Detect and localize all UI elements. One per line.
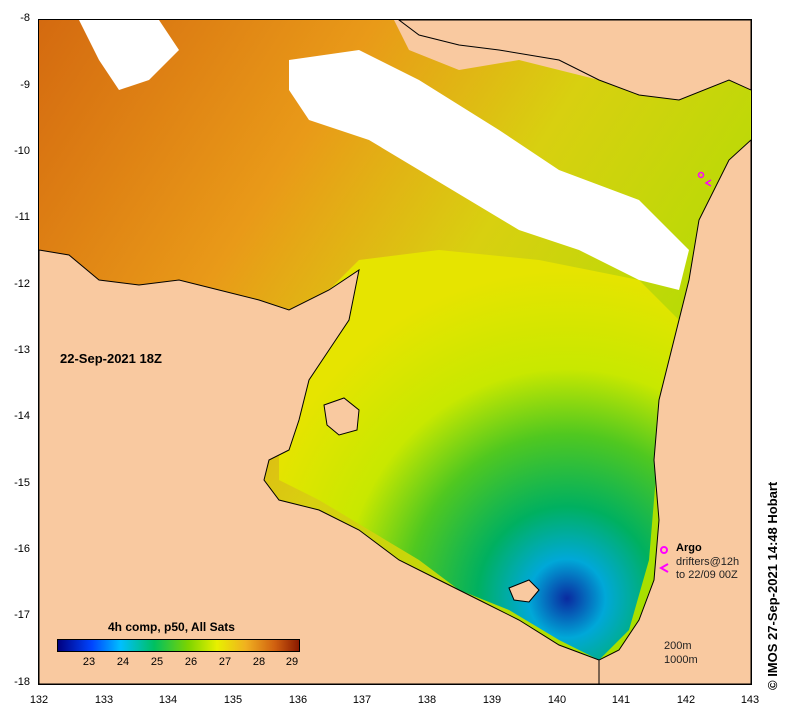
drifters-legend-label: drifters@12h: [676, 556, 740, 568]
lat-label-m13: -13: [14, 344, 30, 356]
colorbar-label-26: 26: [184, 656, 198, 668]
colorbar-label-25: 25: [150, 656, 164, 668]
lon-label-135: 135: [223, 694, 243, 706]
argo-legend-icon: [660, 546, 668, 554]
drifters-date-label: to 22/09 00Z: [676, 569, 738, 581]
colorbar-label-27: 27: [218, 656, 232, 668]
depth-1000-label: 1000m: [664, 654, 698, 666]
colorbar-label-24: 24: [116, 656, 130, 668]
drifter-marker: [704, 179, 712, 187]
lon-label-143: 143: [740, 694, 760, 706]
lon-label-133: 133: [94, 694, 114, 706]
lat-label-m12: -12: [14, 278, 30, 290]
land-north: [398, 20, 751, 101]
legend-symbols: [658, 546, 669, 573]
depth-200-label: 200m: [664, 640, 692, 652]
colorbar-label-28: 28: [252, 656, 266, 668]
argo-legend-label: Argo: [676, 542, 702, 554]
lat-label-m17: -17: [14, 609, 30, 621]
lon-label-138: 138: [417, 694, 437, 706]
lon-label-140: 140: [547, 694, 567, 706]
lat-label-m10: -10: [14, 145, 30, 157]
lat-label-m18: -18: [14, 676, 30, 688]
lat-label-m16: -16: [14, 543, 30, 555]
credit-label: © IMOS 27-Sep-2021 14:48 Hobart: [765, 481, 780, 690]
cloud-cover: [79, 20, 689, 290]
colorbar-label-23: 23: [82, 656, 96, 668]
colorbar-title: 4h comp, p50, All Sats: [108, 620, 235, 634]
lon-label-134: 134: [158, 694, 178, 706]
lat-label-m15: -15: [14, 477, 30, 489]
colorbar: [57, 639, 300, 652]
island-mornington: [508, 579, 540, 603]
sst-map[interactable]: [38, 19, 752, 685]
lon-label-137: 137: [352, 694, 372, 706]
island-groote: [323, 397, 360, 436]
lon-label-136: 136: [288, 694, 308, 706]
lon-label-139: 139: [482, 694, 502, 706]
lon-label-142: 142: [676, 694, 696, 706]
lat-label-m8: -8: [20, 12, 30, 24]
sst-map-canvas: [39, 20, 751, 684]
gulf-of-carpentaria: [279, 250, 679, 660]
lat-label-m11: -11: [14, 211, 30, 223]
lon-label-141: 141: [611, 694, 631, 706]
lat-label-m9: -9: [20, 79, 30, 91]
argo-marker: [697, 171, 705, 179]
land-arnhem: [39, 249, 600, 684]
date-label: 22-Sep-2021 18Z: [60, 351, 162, 366]
lat-label-m14: -14: [14, 410, 30, 422]
lon-label-132: 132: [29, 694, 49, 706]
colorbar-label-29: 29: [285, 656, 299, 668]
drifter-legend-icon: [658, 563, 669, 573]
